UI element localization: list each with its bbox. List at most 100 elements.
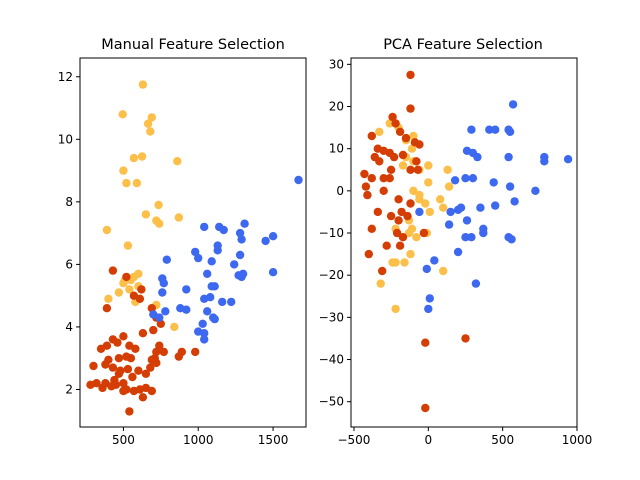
manual-point-blue bbox=[149, 310, 158, 319]
pca-point-red bbox=[397, 207, 406, 217]
manual-point-orange bbox=[104, 294, 113, 303]
pca-point-red bbox=[406, 70, 415, 80]
manual-point-blue bbox=[268, 268, 278, 277]
pca-point-red bbox=[392, 228, 402, 238]
manual-point-blue bbox=[161, 307, 170, 316]
pca-point-blue bbox=[505, 182, 515, 191]
manual-point-orange bbox=[173, 157, 182, 166]
pca-point-red bbox=[406, 104, 415, 113]
pca-point-red bbox=[386, 211, 396, 221]
pca-point-orange bbox=[436, 195, 445, 204]
manual-point-red bbox=[131, 344, 140, 353]
pca-point-red bbox=[412, 157, 421, 166]
pca-point-blue bbox=[467, 233, 476, 242]
manual-point-red bbox=[141, 369, 151, 378]
pca-y-tick-label: 0 bbox=[336, 184, 344, 198]
manual-feature-selection-panel: Manual Feature Selection 500 1000 1500 2 4 6 8… bbox=[58, 37, 307, 447]
manual-point-orange bbox=[125, 285, 134, 294]
pca-point-orange bbox=[415, 195, 424, 204]
manual-point-blue bbox=[158, 288, 167, 297]
manual-point-blue bbox=[235, 250, 245, 260]
manual-point-red bbox=[102, 341, 112, 350]
pca-point-orange bbox=[409, 131, 418, 141]
manual-point-blue bbox=[294, 175, 303, 185]
pca-point-orange bbox=[407, 224, 417, 233]
manual-point-red bbox=[122, 352, 131, 361]
pca-point-red bbox=[394, 216, 403, 225]
pca-plot-frame bbox=[350, 57, 578, 428]
manual-point-red bbox=[113, 338, 122, 347]
manual-point-blue bbox=[200, 222, 209, 232]
manual-point-orange bbox=[123, 241, 133, 250]
manual-point-orange bbox=[132, 178, 142, 188]
pca-point-blue bbox=[461, 174, 470, 183]
pca-point-orange bbox=[425, 207, 434, 217]
manual-point-blue bbox=[162, 255, 171, 264]
pca-point-blue bbox=[471, 279, 481, 288]
manual-point-blue bbox=[237, 235, 246, 244]
pca-axes: −500 0 500 1000 −50 −40 −30 −20 −10 0 10 20 30 bbox=[319, 57, 593, 447]
pca-point-red bbox=[375, 157, 384, 166]
pca-point-orange bbox=[375, 127, 384, 136]
manual-point-orange bbox=[118, 110, 127, 119]
pca-point-red bbox=[363, 190, 372, 200]
pca-point-orange bbox=[444, 182, 454, 191]
pca-point-blue bbox=[504, 152, 513, 162]
manual-point-orange bbox=[122, 178, 131, 188]
pca-point-orange bbox=[391, 304, 400, 314]
manual-point-red bbox=[108, 266, 118, 275]
pca-point-blue bbox=[540, 157, 549, 166]
manual-point-red bbox=[147, 386, 156, 396]
manual-point-red bbox=[128, 372, 137, 382]
pca-y-tick-label: −40 bbox=[319, 353, 344, 367]
manual-point-red bbox=[152, 358, 161, 368]
pca-point-blue bbox=[450, 176, 460, 185]
pca-point-blue bbox=[467, 125, 476, 134]
pca-y-tick-label: −10 bbox=[319, 226, 344, 240]
pca-point-blue bbox=[491, 201, 500, 210]
manual-point-blue bbox=[203, 307, 212, 316]
manual-axes: 500 1000 1500 2 4 6 8 10 12 bbox=[58, 70, 289, 447]
manual-y-tick-label: 6 bbox=[65, 257, 73, 271]
pca-point-blue bbox=[424, 304, 433, 314]
pca-y-tick-label: −50 bbox=[319, 395, 344, 409]
pca-point-orange bbox=[412, 233, 421, 242]
pca-point-red bbox=[379, 186, 388, 195]
pca-point-red bbox=[378, 266, 387, 276]
pca-point-red bbox=[461, 334, 470, 343]
manual-point-blue bbox=[234, 271, 243, 280]
manual-point-orange bbox=[155, 219, 164, 228]
pca-point-red bbox=[419, 228, 429, 238]
pca-point-orange bbox=[424, 178, 433, 187]
pca-point-red bbox=[394, 195, 403, 204]
pca-y-tick-label: −20 bbox=[319, 268, 344, 282]
manual-point-blue bbox=[218, 297, 227, 307]
pca-x-tick-label: 500 bbox=[491, 433, 514, 447]
pca-point-red bbox=[395, 241, 405, 250]
manual-point-blue bbox=[207, 257, 216, 266]
manual-point-orange bbox=[146, 127, 155, 136]
pca-y-tick-label: 10 bbox=[329, 142, 344, 156]
pca-point-red bbox=[401, 133, 411, 143]
pca-point-blue bbox=[479, 224, 488, 233]
pca-point-orange bbox=[409, 186, 418, 195]
pca-point-red bbox=[398, 150, 408, 160]
manual-point-red bbox=[114, 369, 124, 378]
pca-point-blue bbox=[461, 233, 470, 242]
manual-point-orange bbox=[174, 213, 183, 222]
pca-y-tick-label: 30 bbox=[329, 57, 344, 71]
pca-point-red bbox=[389, 152, 399, 162]
pca-point-blue bbox=[453, 205, 463, 214]
pca-point-blue bbox=[444, 220, 454, 229]
manual-point-blue bbox=[182, 285, 191, 294]
pca-point-blue bbox=[425, 294, 434, 303]
pca-point-blue bbox=[531, 186, 540, 195]
manual-point-blue bbox=[207, 282, 216, 291]
pca-point-blue bbox=[430, 256, 439, 265]
manual-point-red bbox=[174, 352, 183, 361]
pca-point-orange bbox=[421, 199, 430, 208]
pca-point-red bbox=[385, 174, 394, 183]
manual-point-red bbox=[137, 285, 146, 294]
manual-point-blue bbox=[227, 297, 236, 307]
manual-point-red bbox=[138, 393, 148, 402]
